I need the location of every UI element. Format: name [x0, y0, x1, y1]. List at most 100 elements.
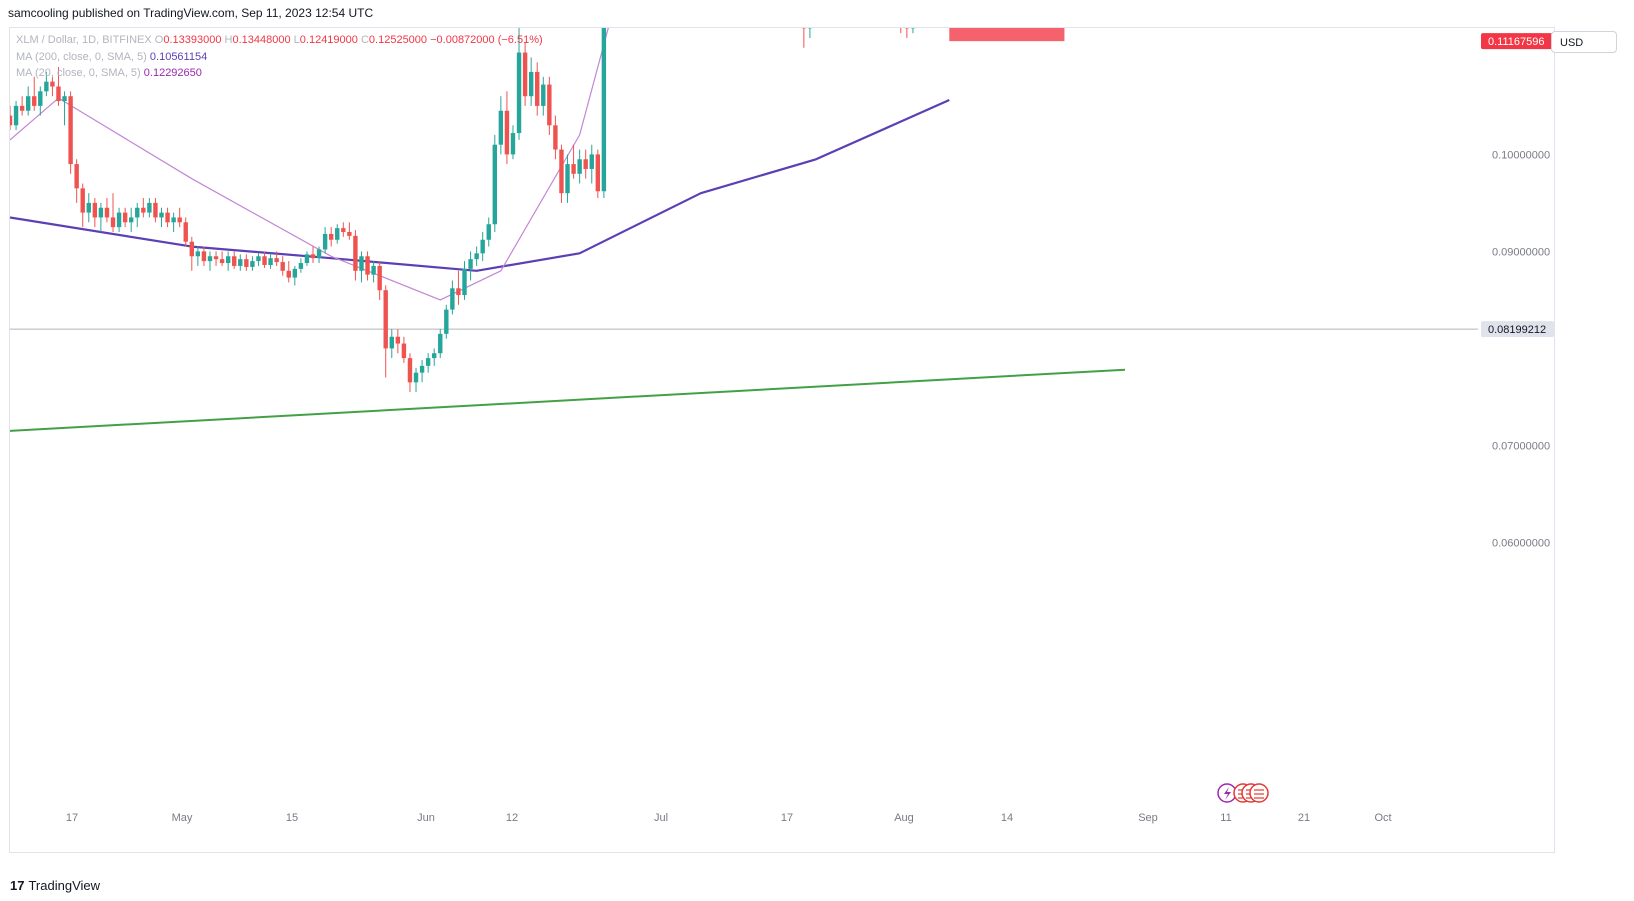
candle-body	[577, 159, 582, 174]
candle-body	[395, 336, 401, 344]
candle	[38, 86, 43, 116]
candle	[250, 256, 255, 271]
candle-body	[98, 207, 104, 218]
candle-body	[10, 115, 13, 126]
candle	[298, 258, 304, 273]
ma200-label: MA (200, close, 0, SMA, 5)	[16, 51, 147, 63]
ma20-legend[interactable]: MA (20, close, 0, SMA, 5) 0.12292650	[16, 67, 202, 79]
x-tick-label: 15	[286, 812, 298, 824]
candle	[92, 198, 98, 228]
y-tick-label: 0.06000000	[1492, 537, 1550, 549]
candle	[304, 251, 310, 266]
lightning-glyph	[1224, 787, 1231, 800]
high-value: 0.13448000	[232, 34, 291, 46]
candle-body	[280, 262, 285, 271]
candle	[19, 96, 25, 116]
candle	[268, 253, 273, 269]
candle-body	[13, 105, 19, 126]
candle-body	[528, 71, 534, 97]
candle-body	[522, 52, 528, 97]
candle	[359, 251, 364, 283]
candle-body	[807, 28, 813, 29]
candle-body	[801, 28, 807, 29]
candle-body	[201, 251, 207, 262]
candle-body	[595, 154, 601, 192]
candle-body	[904, 28, 910, 29]
candle-body	[432, 353, 437, 359]
candle-body	[468, 259, 473, 269]
tradingview-footer[interactable]: 17 TradingView	[10, 878, 100, 893]
candle-body	[135, 207, 140, 218]
candle-body	[141, 207, 146, 213]
tradingview-brand: TradingView	[28, 878, 101, 893]
ma200-line	[10, 98, 950, 272]
candle	[571, 144, 576, 179]
price-tag-box	[1481, 321, 1554, 338]
candle-body	[347, 232, 352, 236]
candle-body	[116, 212, 122, 228]
plot-area	[10, 0, 1478, 432]
candle	[316, 246, 322, 264]
candle	[510, 125, 516, 160]
y-tick-label: 0.07000000	[1492, 440, 1550, 452]
candle-body	[589, 154, 594, 169]
candle	[50, 76, 55, 97]
candle-body	[565, 164, 570, 194]
candle	[171, 212, 176, 232]
candle-body	[62, 96, 67, 102]
candle	[274, 251, 279, 266]
candle-body	[213, 256, 219, 260]
candle-body	[438, 333, 443, 354]
candle	[322, 227, 328, 254]
candle	[104, 198, 110, 223]
candle	[547, 76, 552, 135]
candle-body	[86, 202, 91, 213]
us-flag-icon	[1249, 783, 1269, 803]
price-tag: 0.11167596	[1481, 33, 1554, 50]
candle-body	[110, 217, 116, 228]
candle-body	[153, 202, 158, 218]
x-tick-label: Oct	[1374, 812, 1391, 824]
y-tick-label: 0.10000000	[1492, 149, 1550, 161]
candle	[456, 270, 461, 305]
candle-body	[195, 251, 201, 257]
x-tick-label: May	[172, 812, 193, 824]
candle	[904, 28, 910, 38]
candle-body	[310, 254, 316, 259]
currency-button[interactable]: USD	[1551, 31, 1617, 53]
candle	[347, 222, 352, 240]
candle	[98, 202, 104, 232]
candle-body	[335, 228, 340, 240]
candle	[910, 28, 916, 34]
candle	[244, 254, 249, 271]
candle	[195, 246, 201, 266]
candle	[62, 91, 67, 126]
candle-body	[316, 249, 322, 259]
candle	[159, 207, 164, 228]
candle-body	[122, 212, 128, 223]
candle-body	[419, 365, 425, 373]
candle-body	[498, 110, 504, 145]
candle-body	[341, 228, 346, 232]
ma200-legend[interactable]: MA (200, close, 0, SMA, 5) 0.10561154	[16, 51, 207, 63]
candle	[56, 67, 61, 106]
candle	[450, 280, 455, 315]
candle-body	[910, 28, 916, 29]
candle	[213, 251, 219, 266]
candle-body	[899, 9, 903, 14]
candle-body	[893, 0, 897, 9]
symbol-legend: XLM / Dollar, 1D, BITFINEX O0.13393000 H…	[16, 34, 543, 46]
candle-body	[262, 256, 267, 265]
candle	[183, 217, 188, 247]
candle-body	[486, 224, 491, 240]
candle-body	[165, 212, 170, 223]
candle-body	[480, 239, 485, 254]
candle	[232, 251, 237, 269]
x-tick-label: Sep	[1138, 812, 1158, 824]
x-tick-label: Jul	[654, 812, 668, 824]
candle	[444, 304, 449, 339]
candle-body	[377, 265, 382, 291]
candle-body	[365, 256, 370, 275]
price-tag-label: 0.08199212	[1488, 324, 1546, 336]
